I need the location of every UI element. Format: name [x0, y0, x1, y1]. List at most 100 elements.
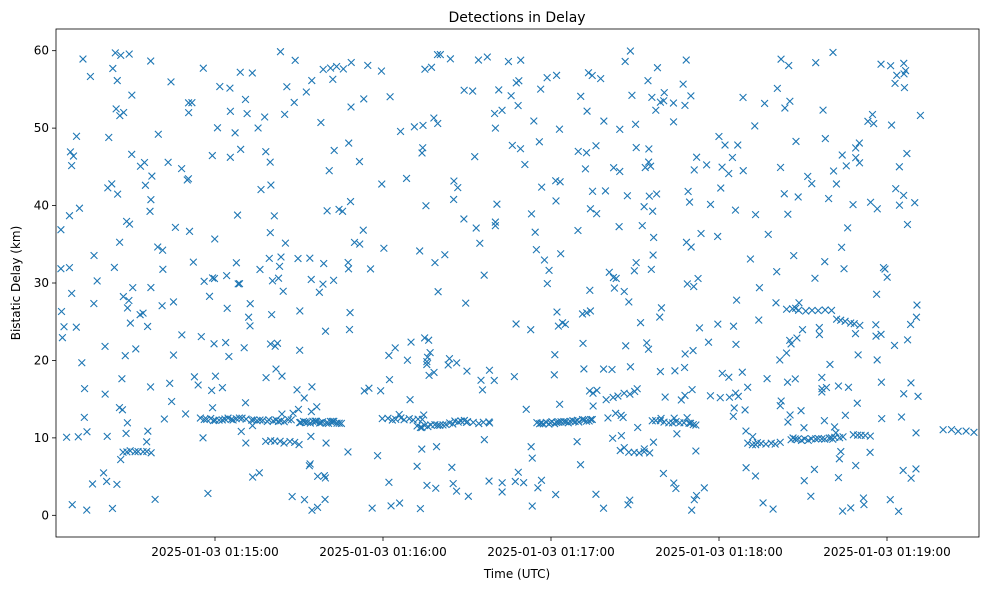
data-point: [407, 338, 415, 346]
data-point: [556, 177, 564, 186]
data-point-stroke: [837, 243, 846, 252]
data-point: [748, 432, 757, 441]
data-point: [80, 384, 89, 393]
data-point: [604, 414, 612, 422]
data-point-stroke: [280, 417, 289, 426]
data-point: [232, 259, 241, 267]
data-point-stroke: [631, 120, 640, 129]
data-point: [645, 449, 654, 457]
data-point-stroke: [207, 386, 216, 395]
data-point: [782, 305, 791, 314]
data-point: [775, 356, 784, 364]
data-point-stroke: [776, 163, 785, 172]
data-point-stroke: [851, 153, 860, 162]
data-point: [803, 172, 812, 181]
data-point-stroke: [491, 218, 500, 226]
data-point-stroke: [221, 338, 230, 347]
data-point-stroke: [692, 447, 700, 455]
data-point-stroke: [238, 414, 246, 422]
data-point-stroke: [609, 163, 618, 172]
data-point-stroke: [460, 215, 468, 223]
data-point-stroke: [184, 174, 193, 183]
data-point-stroke: [188, 98, 196, 107]
data-point-stroke: [895, 163, 904, 171]
data-point: [621, 342, 630, 350]
data-point: [638, 221, 647, 230]
data-point: [109, 64, 117, 73]
data-point-stroke: [821, 306, 829, 314]
data-point: [647, 265, 656, 274]
data-point: [899, 59, 908, 68]
data-point-stroke: [266, 340, 275, 348]
data-point: [811, 58, 820, 67]
data-point-stroke: [319, 280, 327, 288]
data-point-stroke: [181, 410, 190, 418]
data-point: [621, 57, 629, 66]
data-point-stroke: [483, 53, 492, 61]
data-point-stroke: [620, 287, 629, 296]
data-point-stroke: [278, 372, 286, 380]
data-point: [655, 313, 664, 321]
data-point-stroke: [784, 61, 793, 70]
data-point: [248, 473, 257, 481]
data-point-stroke: [851, 329, 860, 338]
data-point-stroke: [528, 502, 537, 510]
data-point: [474, 56, 483, 64]
data-point-stroke: [860, 500, 868, 509]
data-point: [891, 79, 899, 88]
data-point-stroke: [115, 238, 124, 247]
data-point: [574, 147, 583, 156]
data-point-stroke: [673, 430, 681, 438]
data-point: [434, 287, 442, 296]
data-point-stroke: [586, 307, 595, 315]
data-point: [576, 460, 585, 469]
data-point: [281, 239, 290, 247]
data-point-stroke: [669, 99, 678, 107]
data-point-stroke: [218, 416, 227, 424]
data-point: [344, 258, 352, 267]
data-point-stroke: [624, 448, 633, 457]
data-point-stroke: [430, 368, 438, 377]
data-point-stroke: [616, 446, 625, 455]
data-point-stroke: [683, 413, 691, 422]
data-point-stroke: [422, 201, 430, 210]
data-point: [601, 187, 610, 195]
data-point-stroke: [267, 310, 276, 319]
y-tick-label: 40: [34, 199, 49, 213]
data-point: [751, 210, 760, 219]
data-point: [337, 419, 346, 428]
data-point: [72, 323, 81, 331]
data-point: [659, 469, 668, 478]
data-point-stroke: [588, 71, 597, 80]
data-point: [268, 277, 277, 285]
data-point: [347, 58, 356, 67]
data-point: [148, 172, 156, 180]
data-point-stroke: [445, 419, 454, 427]
data-point: [350, 238, 359, 247]
data-point: [543, 279, 552, 288]
data-point: [592, 141, 600, 150]
data-point: [147, 283, 155, 292]
data-point-stroke: [795, 299, 803, 307]
data-point-stroke: [592, 141, 600, 150]
data-point: [199, 64, 208, 73]
data-point: [669, 479, 678, 487]
data-point-stroke: [477, 376, 485, 385]
data-point-stroke: [810, 465, 819, 474]
data-point: [293, 386, 301, 394]
data-point: [614, 392, 622, 400]
data-point-stroke: [610, 284, 619, 292]
data-point: [724, 169, 733, 178]
data-point: [625, 298, 633, 306]
data-point-stroke: [376, 387, 385, 395]
data-point: [626, 390, 634, 398]
data-point: [824, 194, 833, 203]
data-point: [321, 327, 330, 336]
data-point-stroke: [551, 350, 559, 359]
data-point: [490, 109, 499, 118]
data-point: [88, 480, 97, 488]
data-point-stroke: [253, 416, 261, 425]
data-point-stroke: [248, 473, 257, 481]
data-point-stroke: [60, 322, 68, 331]
data-point-stroke: [834, 473, 843, 482]
